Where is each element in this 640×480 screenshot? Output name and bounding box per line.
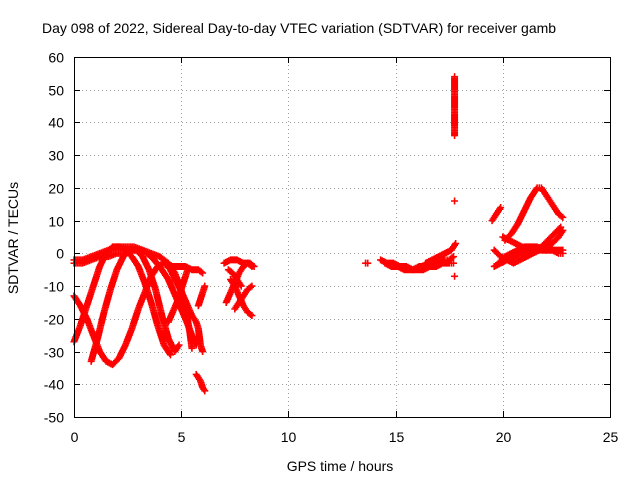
data-point-markers: [231, 282, 256, 313]
data-series: [87, 246, 183, 365]
data-point-markers: [224, 266, 245, 290]
x-axis-label: GPS time / hours: [287, 458, 394, 474]
data-point-markers: [162, 259, 207, 277]
chart-title: Day 098 of 2022, Sidereal Day-to-day VTE…: [42, 20, 556, 36]
data-point-markers: [422, 240, 460, 267]
data-series: [224, 266, 245, 290]
x-tick-label: 15: [389, 429, 405, 445]
data-point-markers: [194, 282, 209, 310]
data-point-markers: [499, 223, 565, 254]
x-tick-label: 10: [281, 429, 297, 445]
plot-frame: [74, 57, 611, 418]
data-series: [501, 184, 567, 244]
data-point-markers: [501, 184, 567, 244]
data-point-markers: [87, 246, 183, 365]
y-tick-label: 0: [56, 246, 64, 262]
data-point-markers: [381, 259, 457, 274]
x-tick-label: 20: [496, 429, 512, 445]
y-tick-label: -10: [44, 279, 64, 295]
data-series: [381, 259, 457, 274]
data-series: [488, 204, 505, 225]
y-tick-label: 10: [48, 214, 64, 230]
y-tick-label: 20: [48, 181, 64, 197]
data-series: [451, 73, 459, 280]
y-tick-label: -40: [44, 377, 64, 393]
y-tick-label: -50: [44, 410, 64, 426]
x-tick-label: 5: [178, 429, 186, 445]
data-series: [362, 259, 372, 267]
data-series: [164, 266, 192, 326]
data-point-markers: [488, 204, 505, 225]
data-point-markers: [192, 370, 209, 395]
data-series: [499, 223, 565, 254]
axis-layer: 0 5 10 15 20 25 -50 -40 -30 -20 -10 0 10 20 30 40 50 60: [44, 50, 619, 446]
y-tick-label: 40: [48, 115, 64, 131]
data-series: [422, 240, 460, 267]
data-point-markers: [164, 266, 192, 326]
data-layer: [70, 73, 567, 395]
y-axis-label: SDTVAR / TECUs: [5, 182, 21, 294]
y-tick-label: 60: [48, 50, 64, 66]
data-series: [231, 282, 256, 313]
y-tick-label: -30: [44, 345, 64, 361]
data-point-markers: [451, 73, 459, 280]
y-tick-label: 50: [48, 83, 64, 99]
grid-layer: [74, 57, 610, 417]
data-series: [192, 370, 209, 395]
data-series: [194, 282, 209, 310]
x-tick-label: 0: [71, 429, 79, 445]
x-tick-label: 25: [603, 429, 619, 445]
data-point-markers: [362, 259, 372, 267]
data-series: [162, 259, 207, 277]
y-tick-label: -20: [44, 312, 64, 328]
y-tick-label: 30: [48, 148, 64, 164]
